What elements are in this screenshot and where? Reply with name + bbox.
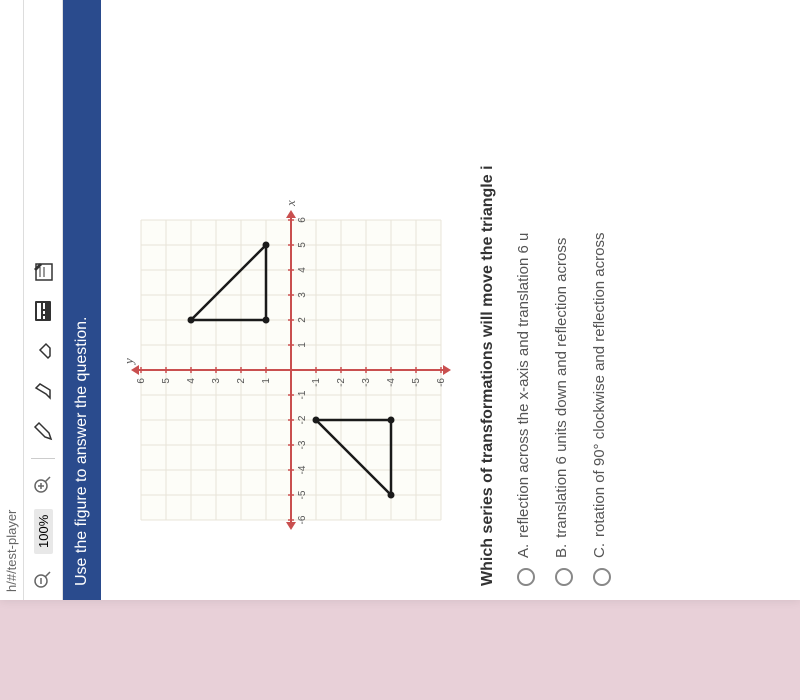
coordinate-grid: -6 -5 -4 -3 -2 -1 1 2 3 4 5 6 -6 -5 -4 -3 -2 -1 1 2 3 4 5 6 x y bbox=[101, 0, 471, 600]
answer-option[interactable]: B. translation 6 units down and reflectio… bbox=[553, 14, 573, 586]
answer-letter: C. bbox=[591, 543, 608, 558]
answer-text: translation 6 units down and reflection … bbox=[553, 238, 570, 538]
svg-text:3: 3 bbox=[211, 378, 222, 384]
zoom-in-icon[interactable] bbox=[32, 473, 54, 495]
svg-text:-3: -3 bbox=[361, 378, 372, 387]
svg-text:y: y bbox=[121, 358, 136, 366]
svg-text:3: 3 bbox=[297, 292, 308, 298]
svg-text:5: 5 bbox=[161, 378, 172, 384]
svg-text:-4: -4 bbox=[386, 378, 397, 387]
svg-text:2: 2 bbox=[297, 317, 308, 323]
answer-text: reflection across the x-axis and transla… bbox=[515, 233, 532, 538]
notepad-icon[interactable] bbox=[30, 258, 56, 284]
svg-text:-6: -6 bbox=[297, 515, 308, 524]
eraser-icon[interactable] bbox=[30, 338, 56, 364]
svg-text:4: 4 bbox=[186, 378, 197, 384]
calculator-icon[interactable] bbox=[30, 298, 56, 324]
svg-text:-1: -1 bbox=[311, 378, 322, 387]
svg-text:1: 1 bbox=[297, 342, 308, 348]
question-text: Which series of transformations will mov… bbox=[479, 14, 497, 586]
toolbar-divider bbox=[31, 458, 55, 459]
svg-text:6: 6 bbox=[297, 217, 308, 223]
svg-text:1: 1 bbox=[261, 378, 272, 384]
svg-text:-2: -2 bbox=[336, 378, 347, 387]
answer-text: rotation of 90° clockwise and reflection… bbox=[591, 233, 608, 537]
zoom-out-icon[interactable] bbox=[32, 568, 54, 590]
pencil-icon[interactable] bbox=[30, 418, 56, 444]
svg-text:-3: -3 bbox=[297, 440, 308, 449]
zoom-percent[interactable]: 100% bbox=[34, 509, 53, 554]
url-bar: h/#/test-player bbox=[0, 0, 24, 600]
svg-text:-4: -4 bbox=[297, 465, 308, 474]
svg-text:5: 5 bbox=[297, 242, 308, 248]
svg-text:-5: -5 bbox=[297, 490, 308, 499]
svg-text:6: 6 bbox=[136, 378, 147, 384]
radio-icon[interactable] bbox=[593, 568, 611, 586]
radio-icon[interactable] bbox=[555, 568, 573, 586]
svg-text:-2: -2 bbox=[297, 415, 308, 424]
answer-option[interactable]: A. reflection across the x-axis and trans… bbox=[515, 14, 535, 586]
answer-option[interactable]: C. rotation of 90° clockwise and reflecti… bbox=[591, 14, 611, 586]
answer-letter: A. bbox=[515, 544, 532, 558]
radio-icon[interactable] bbox=[517, 568, 535, 586]
svg-text:-1: -1 bbox=[297, 390, 308, 399]
highlighter-icon[interactable] bbox=[30, 378, 56, 404]
toolbar: 100% bbox=[24, 0, 63, 600]
svg-text:2: 2 bbox=[236, 378, 247, 384]
svg-text:x: x bbox=[283, 200, 298, 207]
svg-text:4: 4 bbox=[297, 267, 308, 273]
instruction-bar: Use the figure to answer the question. bbox=[63, 0, 101, 600]
answer-letter: B. bbox=[553, 544, 570, 558]
svg-text:-5: -5 bbox=[411, 378, 422, 387]
svg-text:-6: -6 bbox=[436, 378, 447, 387]
